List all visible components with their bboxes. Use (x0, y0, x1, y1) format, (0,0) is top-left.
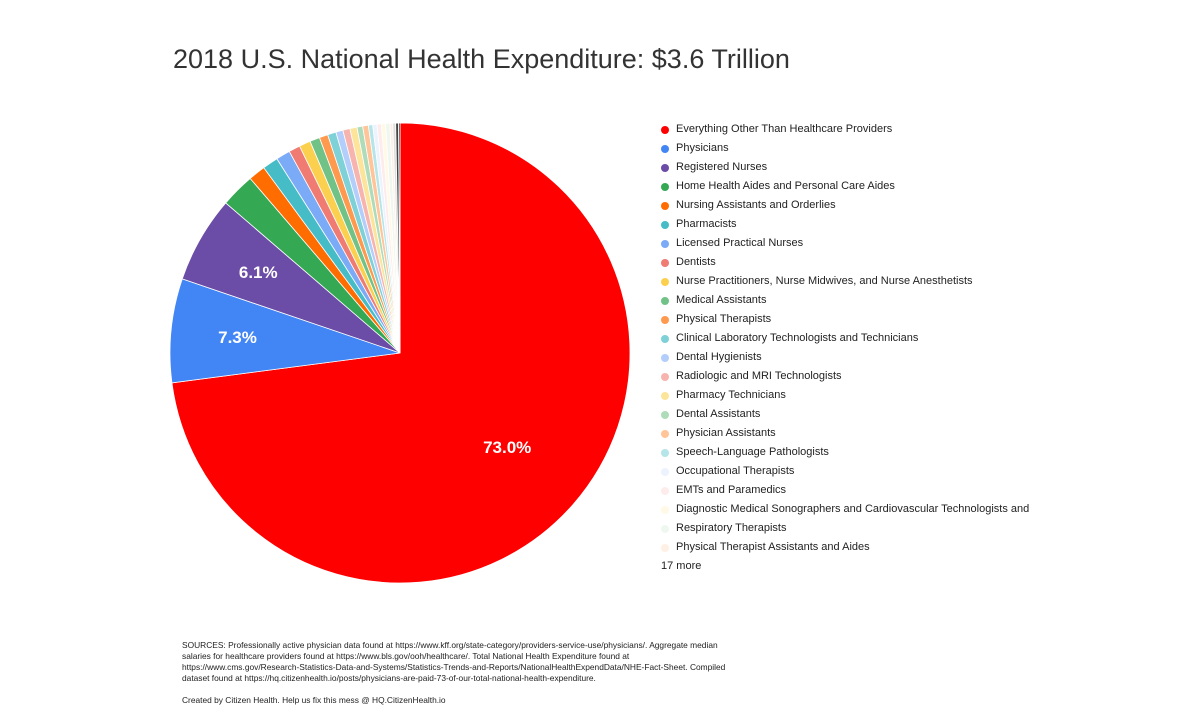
legend-item: EMTs and Paramedics (661, 481, 1081, 500)
legend-label: Licensed Practical Nurses (676, 237, 804, 249)
legend-swatch (661, 221, 669, 229)
legend-swatch (661, 544, 669, 552)
legend-item: Physical Therapist Assistants and Aides (661, 538, 1081, 557)
legend-label: Physicians (676, 142, 729, 154)
legend-swatch (661, 430, 669, 438)
legend: Everything Other Than Healthcare Provide… (661, 120, 1081, 576)
legend-item: Dental Assistants (661, 405, 1081, 424)
legend-label: Speech-Language Pathologists (676, 446, 829, 458)
legend-swatch (661, 335, 669, 343)
credit-text: Created by Citizen Health. Help us fix t… (182, 695, 446, 705)
legend-item: Registered Nurses (661, 158, 1081, 177)
legend-label: Diagnostic Medical Sonographers and Card… (676, 503, 1030, 515)
legend-swatch (661, 278, 669, 286)
legend-label: Pharmacy Technicians (676, 389, 786, 401)
legend-item: Dentists (661, 253, 1081, 272)
legend-label: Respiratory Therapists (676, 522, 787, 534)
legend-item: Speech-Language Pathologists (661, 443, 1081, 462)
legend-swatch (661, 411, 669, 419)
legend-swatch (661, 164, 669, 172)
legend-item: Pharmacy Technicians (661, 386, 1081, 405)
slice-data-label: 73.0% (483, 438, 531, 457)
legend-swatch (661, 126, 669, 134)
legend-more-link[interactable]: 17 more (661, 560, 702, 572)
legend-swatch (661, 392, 669, 400)
pie-slice (398, 122, 401, 354)
chart-title: 2018 U.S. National Health Expenditure: $… (173, 44, 790, 74)
legend-label: Nursing Assistants and Orderlies (676, 199, 836, 211)
legend-item: Respiratory Therapists (661, 519, 1081, 538)
legend-item: Nurse Practitioners, Nurse Midwives, and… (661, 272, 1081, 291)
legend-label: Home Health Aides and Personal Care Aide… (676, 180, 895, 192)
legend-swatch (661, 373, 669, 381)
legend-item: Diagnostic Medical Sonographers and Card… (661, 500, 1081, 519)
legend-swatch (661, 202, 669, 210)
slice-data-label: 6.1% (239, 263, 278, 282)
legend-label: Physician Assistants (676, 427, 776, 439)
legend-label: Nurse Practitioners, Nurse Midwives, and… (676, 275, 973, 287)
legend-item: Licensed Practical Nurses (661, 234, 1081, 253)
legend-swatch (661, 354, 669, 362)
legend-swatch (661, 525, 669, 533)
legend-swatch (661, 506, 669, 514)
legend-swatch (661, 297, 669, 305)
legend-item: Pharmacists (661, 215, 1081, 234)
legend-label: Dentists (676, 256, 716, 268)
legend-swatch (661, 449, 669, 457)
footer: SOURCES: Professionally active physician… (182, 640, 742, 706)
legend-label: Dental Assistants (676, 408, 761, 420)
legend-item: Physical Therapists (661, 310, 1081, 329)
legend-label: EMTs and Paramedics (676, 484, 787, 496)
legend-label: Everything Other Than Healthcare Provide… (676, 123, 893, 135)
legend-label: Clinical Laboratory Technologists and Te… (676, 332, 919, 344)
legend-item: Home Health Aides and Personal Care Aide… (661, 177, 1081, 196)
legend-label: Radiologic and MRI Technologists (676, 370, 842, 382)
slice-data-label: 7.3% (218, 328, 257, 347)
legend-label: Physical Therapist Assistants and Aides (676, 541, 870, 553)
legend-item: Everything Other Than Healthcare Provide… (661, 120, 1081, 139)
legend-label: Occupational Therapists (676, 465, 795, 477)
legend-item: Medical Assistants (661, 291, 1081, 310)
legend-item: Physicians (661, 139, 1081, 158)
legend-label: Physical Therapists (676, 313, 772, 325)
legend-item: Clinical Laboratory Technologists and Te… (661, 329, 1081, 348)
sources-text: SOURCES: Professionally active physician… (182, 640, 726, 683)
pie-slice (169, 278, 401, 384)
legend-item: Occupational Therapists (661, 462, 1081, 481)
legend-label: Pharmacists (676, 218, 737, 230)
legend-swatch (661, 316, 669, 324)
legend-item: Physician Assistants (661, 424, 1081, 443)
legend-swatch (661, 145, 669, 153)
legend-item: Nursing Assistants and Orderlies (661, 196, 1081, 215)
legend-label: Medical Assistants (676, 294, 767, 306)
legend-swatch (661, 240, 669, 248)
legend-swatch (661, 183, 669, 191)
legend-swatch (661, 487, 669, 495)
legend-label: Registered Nurses (676, 161, 768, 173)
legend-label: Dental Hygienists (676, 351, 762, 363)
legend-swatch (661, 259, 669, 267)
legend-item: Dental Hygienists (661, 348, 1081, 367)
pie-slice (171, 122, 631, 584)
legend-swatch (661, 468, 669, 476)
legend-item: Radiologic and MRI Technologists (661, 367, 1081, 386)
